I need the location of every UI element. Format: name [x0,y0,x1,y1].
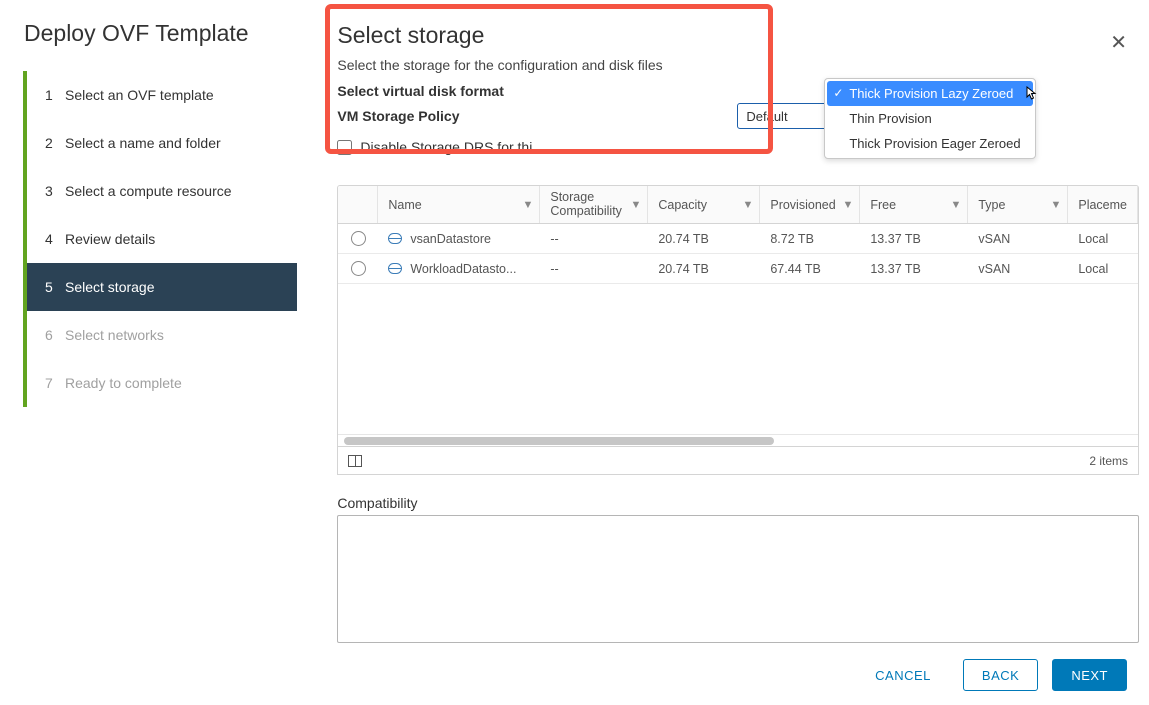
ds-provisioned: 67.44 TB [760,254,860,283]
datastore-table: Name ▼ Storage Compatibility ▼ Capacity … [337,185,1139,475]
col-capacity[interactable]: Capacity ▼ [648,186,760,223]
ds-compat: -- [540,254,648,283]
step-number: 3 [45,183,65,199]
col-name[interactable]: Name ▼ [378,186,540,223]
col-free[interactable]: Free ▼ [860,186,968,223]
ds-type: vSAN [968,254,1068,283]
close-icon[interactable]: ✕ [1110,30,1127,55]
col-select [338,186,378,223]
col-compat[interactable]: Storage Compatibility ▼ [540,186,648,223]
step-label: Select networks [65,327,164,343]
filter-icon[interactable]: ▼ [522,199,533,211]
cursor-pointer-icon [1024,86,1040,102]
step-5[interactable]: 5 Select storage [23,263,297,311]
ds-name: vsanDatastore [410,232,491,246]
next-button[interactable]: NEXT [1052,659,1127,691]
table-row[interactable]: WorkloadDatasto... -- 20.74 TB 67.44 TB … [338,254,1138,284]
col-placement-label: Placeme [1078,198,1127,212]
step-6: 6 Select networks [27,311,297,359]
wizard-steps: 1 Select an OVF template 2 Select a name… [23,71,297,407]
columns-icon[interactable] [348,455,362,467]
disable-drs-label: Disable Storage DRS for thi [360,139,532,155]
step-number: 2 [45,135,65,151]
col-compat-label: Storage Compatibility [550,191,637,219]
ds-free: 13.37 TB [860,224,968,253]
step-number: 7 [45,375,65,391]
step-7: 7 Ready to complete [27,359,297,407]
col-name-label: Name [388,198,421,212]
ds-place: Local [1068,254,1138,283]
step-1[interactable]: 1 Select an OVF template [27,71,297,119]
col-free-label: Free [870,198,896,212]
row-radio[interactable] [351,261,366,276]
vm-policy-value: Default [746,109,787,124]
vm-policy-label: VM Storage Policy [337,108,537,124]
col-provisioned[interactable]: Provisioned ▼ [760,186,860,223]
compatibility-label: Compatibility [337,495,1139,511]
col-capacity-label: Capacity [658,198,707,212]
step-number: 4 [45,231,65,247]
filter-icon[interactable]: ▼ [742,199,753,211]
horizontal-scrollbar[interactable] [338,434,1138,446]
ds-place: Local [1068,224,1138,253]
ds-provisioned: 8.72 TB [760,224,860,253]
step-label: Select a compute resource [65,183,232,199]
disk-format-dropdown[interactable]: Thick Provision Lazy Zeroed Thin Provisi… [824,78,1036,159]
ds-capacity: 20.74 TB [648,224,760,253]
table-row[interactable]: vsanDatastore -- 20.74 TB 8.72 TB 13.37 … [338,224,1138,254]
filter-icon[interactable]: ▼ [1050,199,1061,211]
col-type-label: Type [978,198,1005,212]
datastore-icon [388,233,402,244]
disable-drs-checkbox[interactable] [337,140,352,155]
ds-type: vSAN [968,224,1068,253]
filter-icon[interactable]: ▼ [842,199,853,211]
disk-format-label: Select virtual disk format [337,83,537,99]
ds-capacity: 20.74 TB [648,254,760,283]
step-label: Select an OVF template [65,87,214,103]
compatibility-box [337,515,1139,643]
section-subtitle: Select the storage for the configuration… [337,57,1149,73]
datastore-icon [388,263,402,274]
table-empty-area [338,284,1138,434]
disk-format-option-thin[interactable]: Thin Provision [827,106,1033,131]
step-label: Select a name and folder [65,135,221,151]
step-3[interactable]: 3 Select a compute resource [27,167,297,215]
ds-free: 13.37 TB [860,254,968,283]
step-label: Ready to complete [65,375,182,391]
ds-compat: -- [540,224,648,253]
filter-icon[interactable]: ▼ [950,199,961,211]
row-count: 2 items [1089,454,1128,468]
step-label: Review details [65,231,155,247]
disk-format-option-thick-lazy[interactable]: Thick Provision Lazy Zeroed [827,81,1033,106]
step-2[interactable]: 2 Select a name and folder [27,119,297,167]
col-type[interactable]: Type ▼ [968,186,1068,223]
step-number: 5 [45,279,65,295]
cancel-button[interactable]: CANCEL [857,659,949,691]
disk-format-option-thick-eager[interactable]: Thick Provision Eager Zeroed [827,131,1033,156]
filter-icon[interactable]: ▼ [630,199,641,211]
step-4[interactable]: 4 Review details [27,215,297,263]
col-provisioned-label: Provisioned [770,198,835,212]
ds-name: WorkloadDatasto... [410,262,516,276]
step-label: Select storage [65,279,155,295]
step-number: 1 [45,87,65,103]
step-number: 6 [45,327,65,343]
section-title: Select storage [337,22,1149,49]
col-placement[interactable]: Placeme [1068,186,1138,223]
row-radio[interactable] [351,231,366,246]
back-button[interactable]: BACK [963,659,1038,691]
wizard-title: Deploy OVF Template [24,20,297,47]
